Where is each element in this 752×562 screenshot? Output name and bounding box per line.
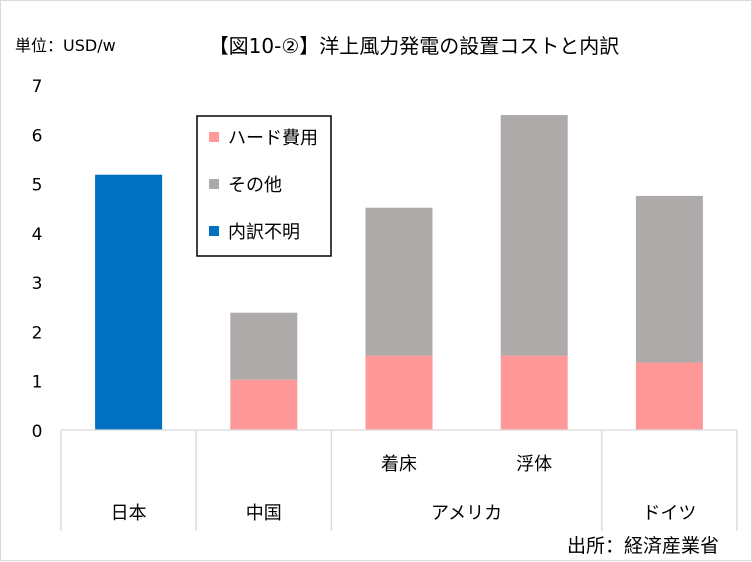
bar-segment [500,355,568,430]
legend-label: 内訳不明 [228,222,300,243]
legend-swatch [209,179,219,189]
bar-segment [365,355,433,430]
y-tick-label: 4 [32,225,43,245]
bar-segment [500,115,568,356]
y-tick-label: 3 [32,274,43,294]
y-tick-label: 1 [32,373,43,393]
bar-segment [230,312,298,380]
bar-segment [95,174,163,430]
category-group-label: アメリカ [431,503,502,524]
bar-segment [635,195,703,363]
subcategory-label: 着床 [381,454,417,475]
category-group-label: 日本 [111,503,147,524]
legend-label: ハード費用 [228,128,318,149]
source-label: 出所：経済産業省 [567,535,719,557]
chart-title: 【図10-②】洋上風力発電の設置コストと内訳 [209,34,620,58]
bar-segment [365,207,433,356]
y-tick-label: 2 [32,323,43,343]
legend-swatch [209,132,219,142]
y-tick-label: 0 [32,422,43,442]
subcategory-label: 浮体 [516,454,552,475]
legend-box [196,115,332,257]
category-group-label: 中国 [246,503,282,524]
y-axis-tick-labels: 0 1 2 3 4 5 6 7 [32,77,43,442]
y-tick-label: 7 [32,77,43,97]
bars [95,115,703,430]
y-tick-label: 6 [32,126,43,146]
legend-swatch [209,226,219,236]
legend-label: その他 [228,175,282,196]
bar-segment [230,379,298,430]
y-tick-label: 5 [32,176,43,196]
bar-segment [635,362,703,430]
unit-label: 単位：USD/w [15,36,116,55]
category-axis-table [60,429,738,531]
category-group-label: ドイツ [642,503,696,524]
